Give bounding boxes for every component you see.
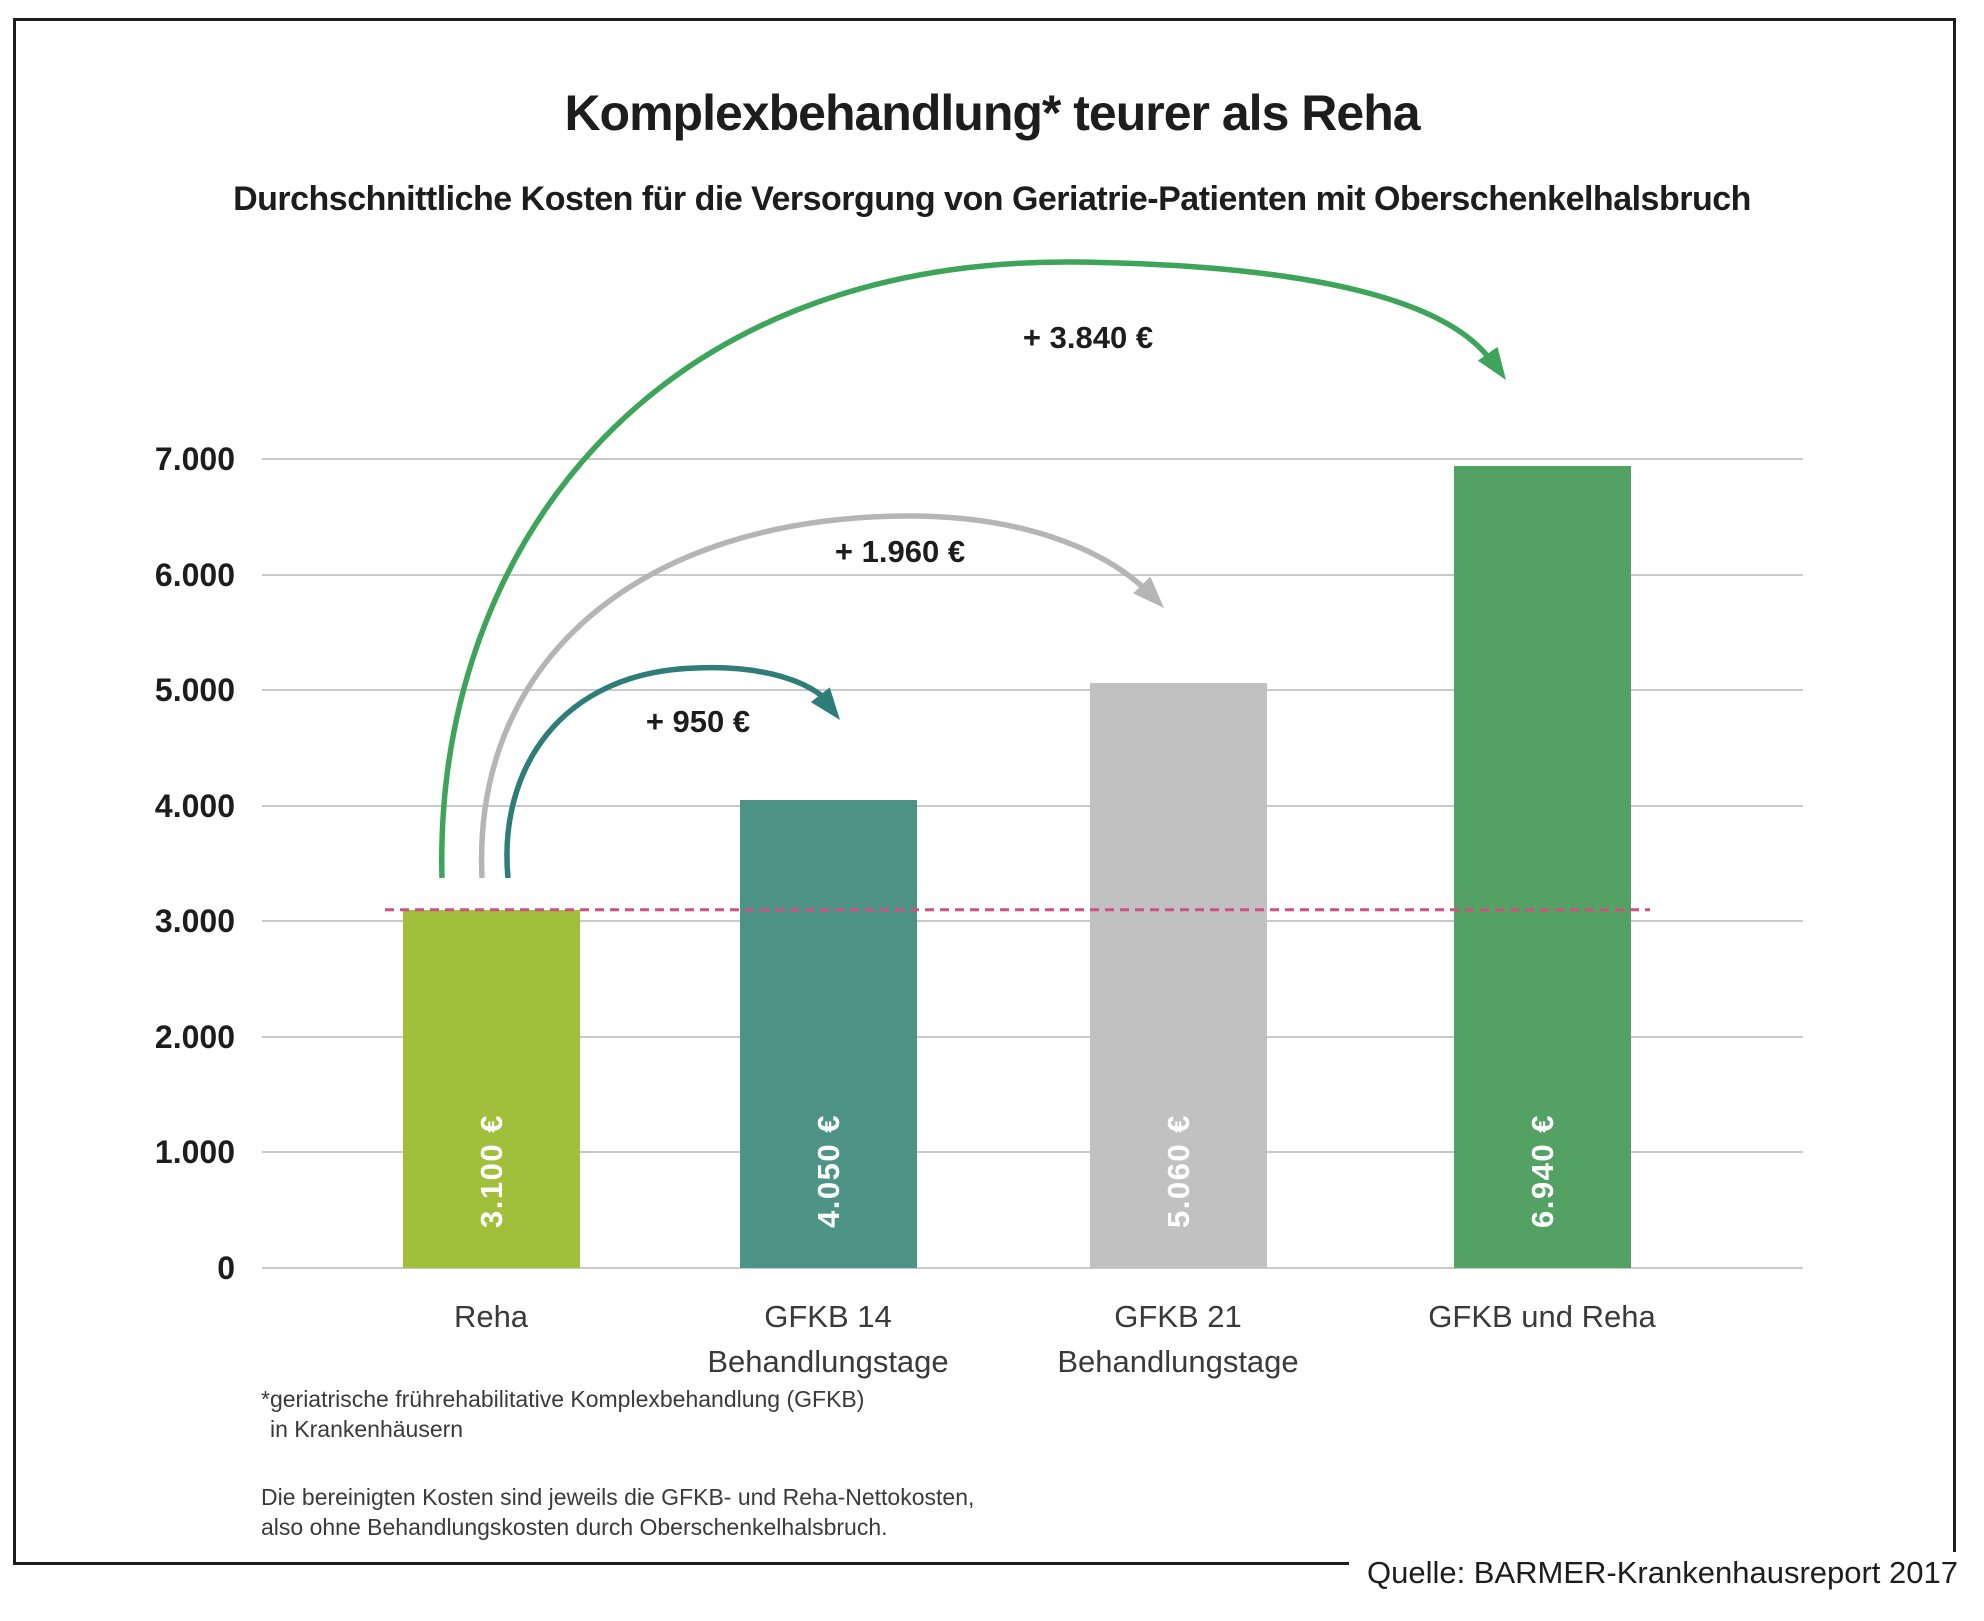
y-gridline bbox=[262, 458, 1803, 460]
bar-value-label: 3.100 € bbox=[473, 1114, 509, 1228]
bar-value-label: 4.050 € bbox=[810, 1114, 846, 1228]
footnote-line: Die bereinigten Kosten sind jeweils die … bbox=[261, 1484, 975, 1510]
category-label-gfkb-und-reha: GFKB und Reha bbox=[1332, 1294, 1752, 1339]
annotation-label-1960: + 1.960 € bbox=[834, 534, 966, 569]
category-label-reha: Reha bbox=[281, 1294, 701, 1339]
chart-subtitle: Durchschnittliche Kosten für die Versorg… bbox=[233, 180, 1751, 219]
y-tick-label: 3.000 bbox=[154, 903, 235, 939]
y-gridline bbox=[262, 1151, 1803, 1153]
y-tick-label: 6.000 bbox=[154, 557, 235, 593]
y-tick-label: 0 bbox=[217, 1250, 235, 1286]
bar-reha: 3.100 € bbox=[403, 910, 580, 1268]
y-tick-label: 1.000 bbox=[154, 1134, 235, 1170]
category-line: Behandlungstage bbox=[707, 1344, 949, 1379]
footnote-line: *geriatrische frührehabilitative Komplex… bbox=[261, 1386, 865, 1412]
y-tick-label: 7.000 bbox=[154, 441, 235, 477]
bar-value-label: 6.940 € bbox=[1524, 1114, 1560, 1228]
bar-gfkb-und-reha: 6.940 € bbox=[1454, 466, 1631, 1268]
annotation-label-3840: + 3.840 € bbox=[1022, 320, 1154, 355]
footnote-line: also ohne Behandlungskosten durch Obersc… bbox=[261, 1514, 888, 1540]
y-gridline bbox=[262, 920, 1803, 922]
y-gridline bbox=[262, 1036, 1803, 1038]
y-tick-label: 4.000 bbox=[154, 788, 235, 824]
category-line: GFKB 21 bbox=[1114, 1299, 1242, 1334]
bar-value-label: 5.060 € bbox=[1160, 1114, 1196, 1228]
category-label-gfkb-21: GFKB 21 Behandlungstage bbox=[968, 1294, 1388, 1384]
chart-title: Komplexbehandlung* teurer als Reha bbox=[564, 84, 1420, 141]
source-credit: Quelle: BARMER-Krankenhausreport 2017 bbox=[1348, 1552, 1960, 1600]
category-line: GFKB 14 bbox=[764, 1299, 892, 1334]
chart-frame bbox=[13, 18, 1956, 1565]
annotation-label-950: + 950 € bbox=[645, 704, 751, 739]
bar-gfkb-14: 4.050 € bbox=[740, 800, 917, 1268]
y-gridline bbox=[262, 1267, 1803, 1269]
y-tick-label: 5.000 bbox=[154, 672, 235, 708]
footnote-line: in Krankenhäusern bbox=[270, 1416, 464, 1442]
footnote-netcosts: Die bereinigten Kosten sind jeweils die … bbox=[261, 1482, 974, 1542]
category-line: Behandlungstage bbox=[1057, 1344, 1299, 1379]
category-line: GFKB und Reha bbox=[1428, 1299, 1656, 1334]
bar-gfkb-21: 5.060 € bbox=[1090, 683, 1267, 1268]
footnote-gfkb: *geriatrische frührehabilitative Komplex… bbox=[261, 1384, 864, 1444]
category-line: Reha bbox=[453, 1299, 529, 1334]
y-tick-label: 2.000 bbox=[154, 1019, 235, 1055]
category-label-gfkb-14: GFKB 14 Behandlungstage bbox=[618, 1294, 1038, 1384]
